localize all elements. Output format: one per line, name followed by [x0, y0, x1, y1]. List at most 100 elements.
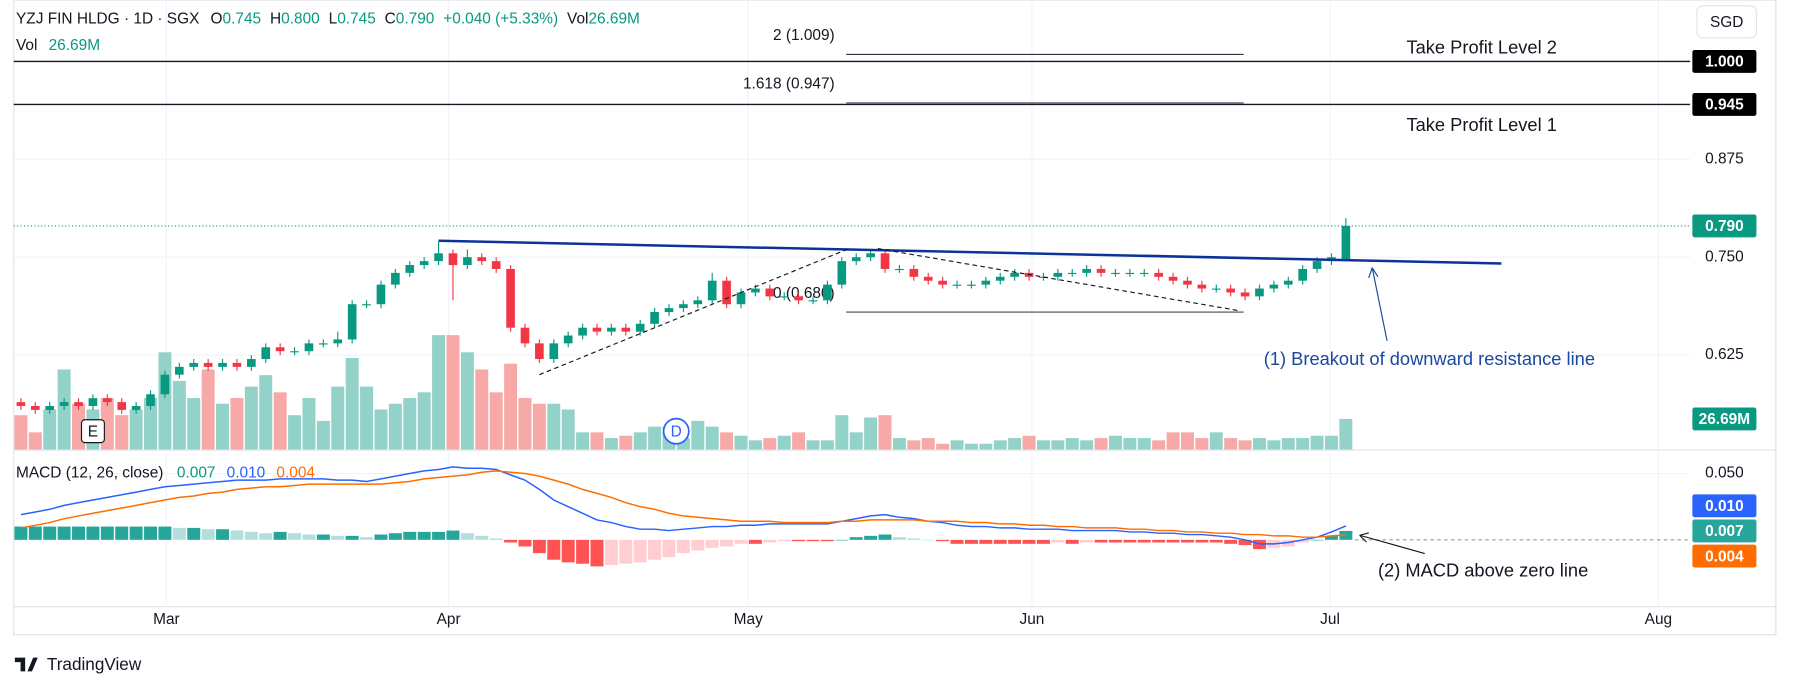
- histogram-bar: [1065, 539, 1079, 544]
- histogram-bar: [561, 539, 575, 563]
- candle-body: [1240, 292, 1250, 297]
- candle-body: [275, 347, 285, 352]
- histogram-bar: [1108, 539, 1122, 543]
- volume-bar: [475, 369, 489, 450]
- volume-bar: [259, 375, 273, 450]
- candle-body: [117, 402, 127, 410]
- candle-body: [1312, 261, 1322, 269]
- candle-body: [1154, 272, 1163, 277]
- candle-body: [1139, 272, 1149, 275]
- chart-frame: [13, 0, 1777, 636]
- histogram-bar: [1123, 539, 1137, 543]
- candle-body: [1298, 268, 1307, 281]
- histogram-bar: [172, 527, 186, 540]
- volume-bar: [115, 415, 129, 450]
- histogram-bar: [892, 537, 906, 540]
- histogram-bar: [1036, 539, 1050, 544]
- logo-mark: [14, 657, 38, 672]
- candle-body: [794, 296, 803, 301]
- trend-line: [438, 239, 1502, 265]
- histogram-bar: [403, 531, 417, 540]
- y-tick-label: 0.625: [1705, 346, 1744, 363]
- histogram-bar: [547, 539, 561, 560]
- volume-bar: [43, 409, 57, 450]
- histogram-bar: [590, 539, 604, 567]
- brand: TradingView: [47, 654, 142, 674]
- histogram-bar: [388, 533, 402, 540]
- candle-body: [1211, 288, 1221, 290]
- histogram-bar: [28, 526, 42, 540]
- ohlc-value: 0.790: [396, 11, 435, 28]
- candle-body: [635, 323, 645, 332]
- histogram-bar: [1195, 539, 1209, 543]
- candle-body: [45, 406, 55, 410]
- candle-body: [866, 253, 875, 258]
- vol-value: 26.69M: [588, 11, 639, 28]
- header: YZJ FIN HLDG · 1D · SGX O0.745 H0.800 L0…: [16, 11, 640, 28]
- histogram-bar: [201, 529, 215, 540]
- event-marker: [662, 417, 690, 445]
- vol-value: 26.69M: [49, 37, 100, 54]
- volume-bar: [374, 409, 388, 450]
- level-badge-label: 1.000: [1705, 54, 1744, 71]
- candle-body: [1341, 225, 1351, 262]
- ohlc-key: H: [270, 11, 281, 28]
- volume-legend: Vol 26.69M: [16, 37, 100, 54]
- price-badge: [1692, 214, 1757, 238]
- volume-bar: [302, 398, 316, 450]
- histogram-bar: [835, 539, 849, 541]
- candle-body: [823, 284, 832, 301]
- candle-body: [621, 327, 631, 332]
- histogram-bar: [115, 526, 129, 540]
- histogram-bar: [475, 535, 489, 540]
- candle-body: [74, 402, 83, 407]
- x-tick-label: May: [734, 611, 763, 628]
- histogram-bar: [576, 539, 590, 564]
- candle-body: [938, 280, 947, 285]
- histogram-bar: [1296, 539, 1310, 543]
- volume-bar: [446, 335, 460, 450]
- currency[interactable]: SGD: [1710, 14, 1743, 31]
- histogram-bar: [518, 539, 532, 547]
- macd-badge: [1692, 494, 1757, 518]
- change: +0.040 (+5.33%): [443, 11, 558, 28]
- volume-bar: [604, 438, 618, 450]
- candle-body: [304, 343, 314, 352]
- volume-bar: [1080, 440, 1094, 450]
- histogram-bar: [187, 527, 201, 540]
- volume-bar: [244, 386, 258, 450]
- fib-label: 1.618 (0.947): [743, 76, 835, 93]
- histogram-bar: [1180, 539, 1194, 543]
- candle-body: [347, 304, 357, 340]
- histogram-bar: [345, 535, 359, 540]
- histogram-bar: [1224, 539, 1238, 544]
- annotation: (1) Breakout of downward resistance line: [1264, 348, 1595, 369]
- histogram-bar: [446, 530, 460, 540]
- histogram-bar: [849, 537, 863, 540]
- candle-body: [1053, 272, 1063, 277]
- volume-bar: [288, 415, 302, 450]
- volume-bar: [1008, 438, 1022, 450]
- histogram-bar: [792, 539, 806, 542]
- annotation-arrow: [1359, 534, 1425, 555]
- macd-badge-label: 0.010: [1705, 498, 1744, 515]
- volume-bar: [201, 369, 215, 450]
- histogram-bar: [1166, 539, 1180, 543]
- candle-body: [707, 280, 717, 301]
- currency-button[interactable]: [1696, 5, 1757, 39]
- vol-key: Vol: [567, 11, 588, 28]
- volume-bar: [691, 420, 705, 450]
- candle-body: [362, 304, 371, 306]
- candle-body: [1111, 272, 1120, 275]
- volume-bar: [129, 409, 143, 450]
- x-tick-label: Apr: [437, 611, 461, 628]
- candle-body: [463, 257, 472, 266]
- level-badge: [1692, 49, 1757, 73]
- volume-bar: [460, 352, 474, 450]
- volume-bar: [417, 392, 431, 450]
- volume-bar: [576, 432, 590, 450]
- volume-bar: [1296, 438, 1310, 450]
- volume-bar: [345, 358, 359, 450]
- signal-badge: [1692, 544, 1757, 568]
- volume-bar: [878, 415, 892, 450]
